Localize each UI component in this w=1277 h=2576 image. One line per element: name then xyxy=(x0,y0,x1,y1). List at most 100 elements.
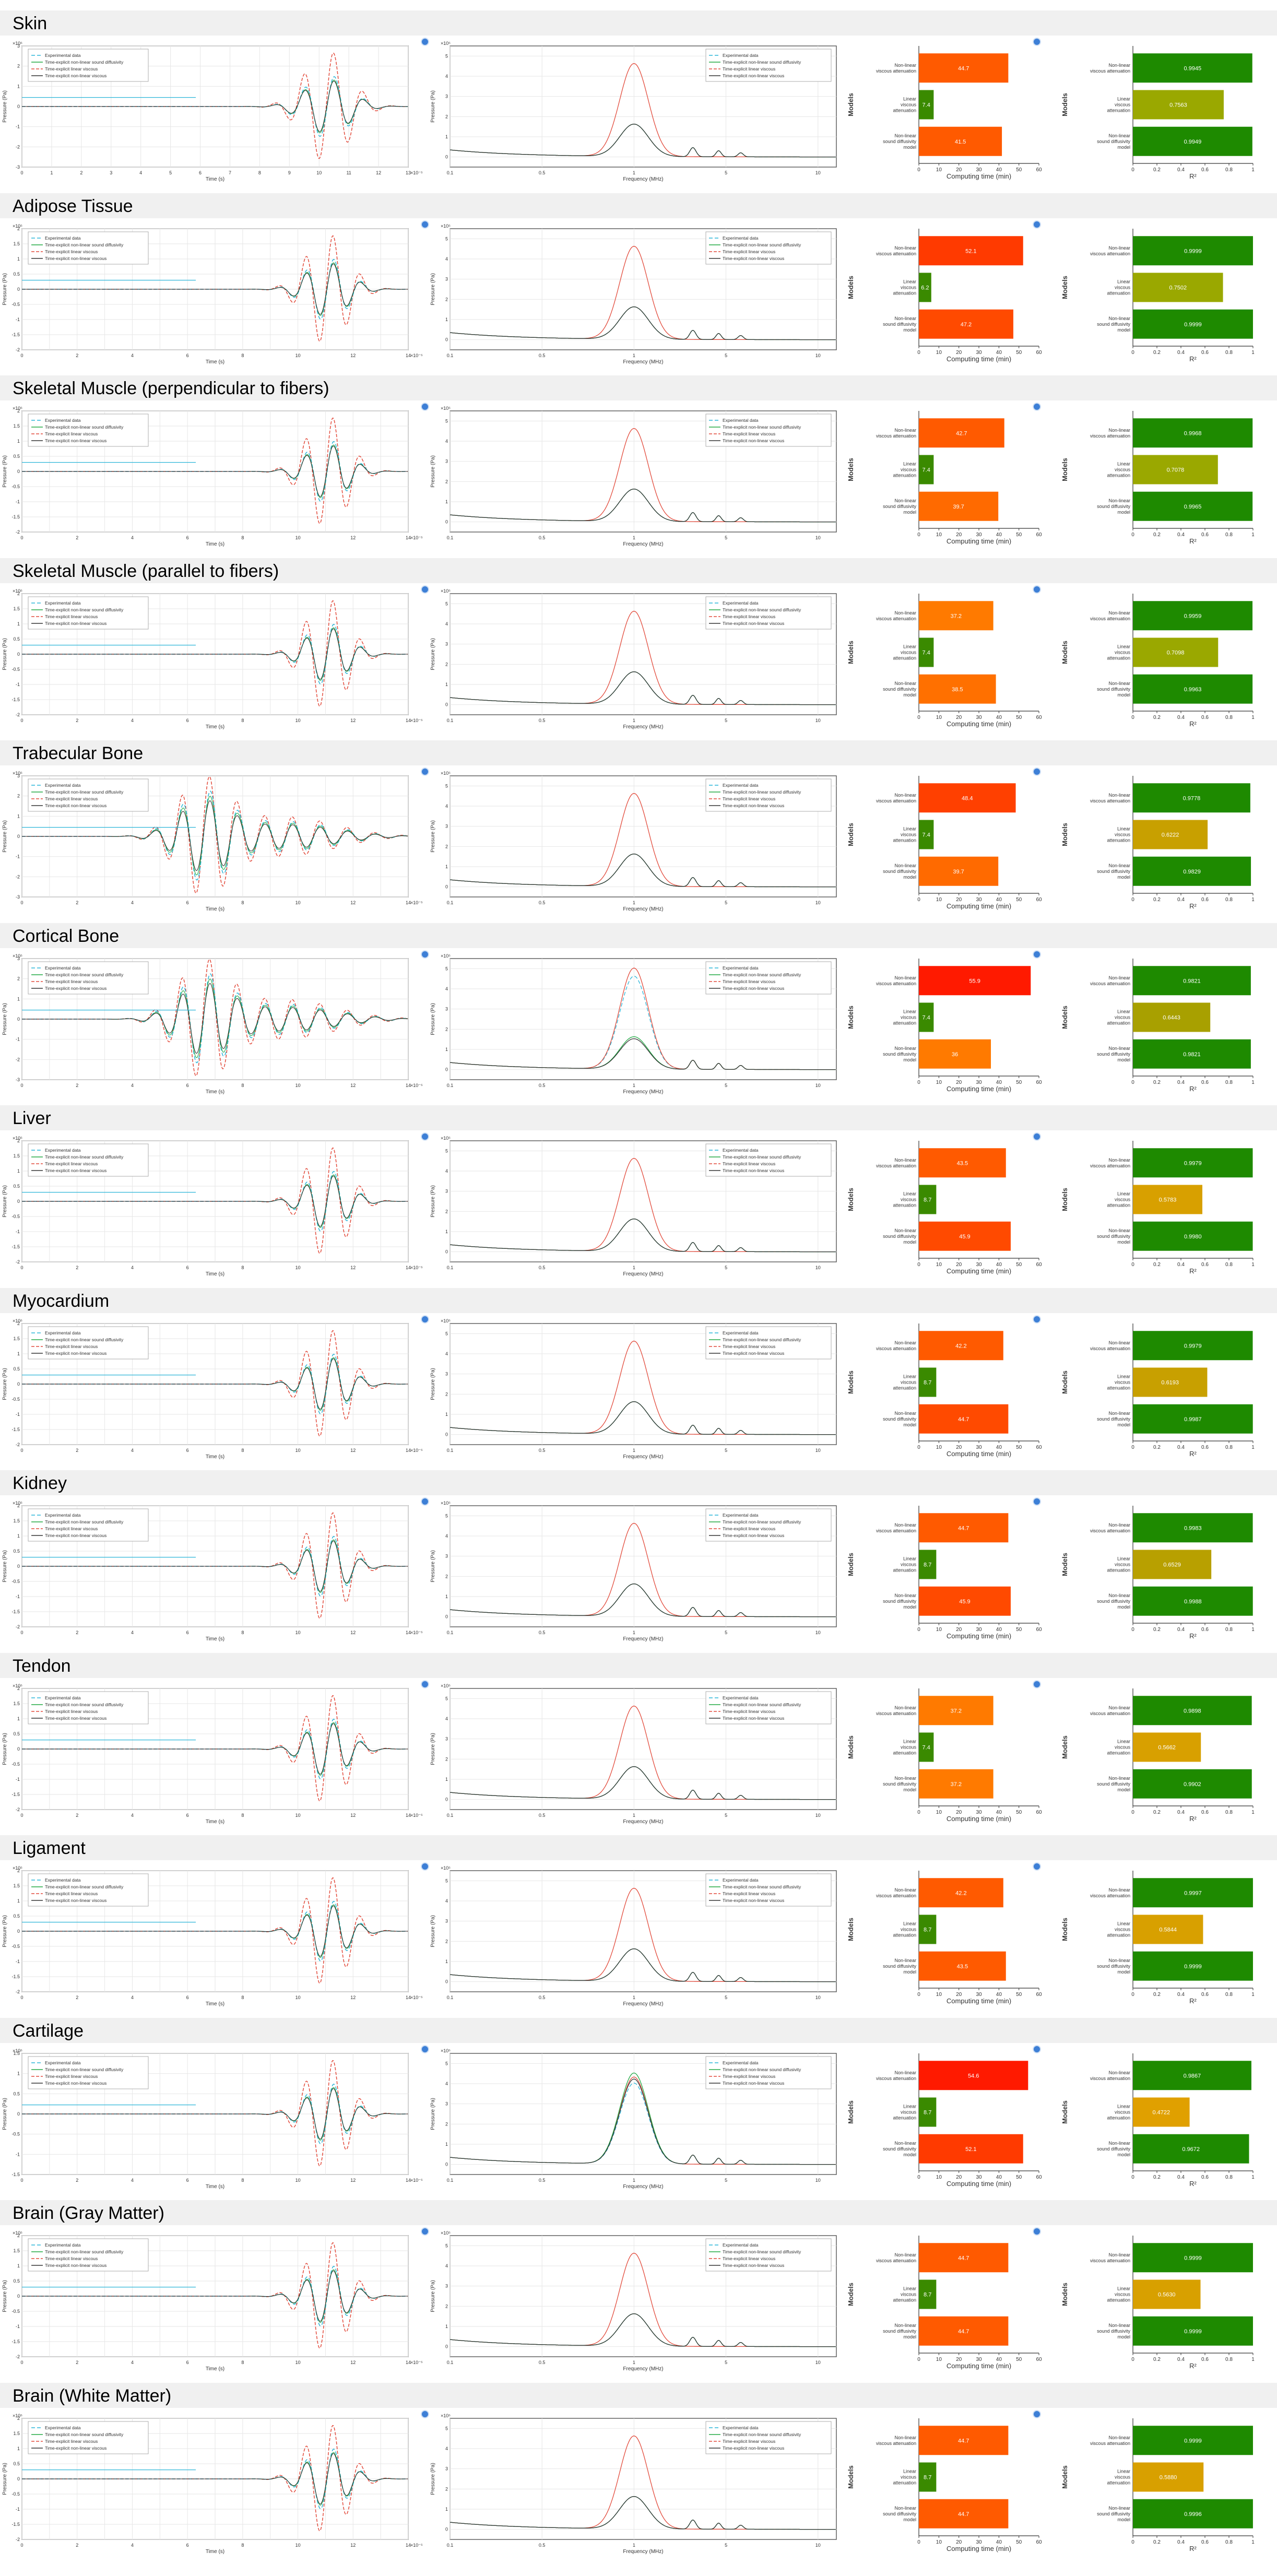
x-tick-label: 0.8 xyxy=(1225,532,1233,538)
x-tick-label: 10 xyxy=(316,170,322,175)
x-tick-label: 40 xyxy=(996,1992,1002,1998)
x-tick-label: 60 xyxy=(1036,532,1042,538)
legend-entry: Time-explicit linear viscous xyxy=(723,1526,775,1531)
model-label: sound diffusivity xyxy=(1097,321,1130,326)
model-label: Non-linear xyxy=(894,2252,916,2258)
x-tick-label: 14 xyxy=(406,718,411,723)
y-tick-label: -2 xyxy=(16,874,20,879)
computing-time-bar-chart: 0 10 20 30 40 50 60 Computing time (min) Models 5… xyxy=(847,958,1042,1093)
x-tick-label: 6 xyxy=(186,2543,189,2548)
x-tick-label: 0.4 xyxy=(1177,2175,1185,2180)
model-label: viscous xyxy=(1115,2292,1131,2297)
x-tick-label: 0.4 xyxy=(1177,532,1185,538)
model-label: Non-linear xyxy=(1108,2435,1130,2440)
x-tick-label: 6 xyxy=(186,353,189,358)
bar-value-label: 8.7 xyxy=(924,2474,931,2480)
x-tick-label: 10 xyxy=(295,353,301,358)
x-tick-label: 8 xyxy=(241,1995,244,2000)
x-tick-label: 1 xyxy=(50,170,53,175)
legend-entry: Time-explicit non-linear viscous xyxy=(45,1533,107,1538)
model-label: model xyxy=(903,145,916,150)
time-panel: 0 2 4 6 8 10 12 14 -2 -1.5 -1 -0.5 0 0.5 1 1.5 2 Time (s)… xyxy=(0,406,423,547)
y-tick-label: 0 xyxy=(17,2294,20,2299)
model-label: Non-linear xyxy=(1108,2323,1130,2328)
bar xyxy=(919,965,1031,995)
x-tick-label: 10 xyxy=(815,1995,821,2000)
y-tick-label: 0 xyxy=(445,1979,448,1984)
x-tick-label: 20 xyxy=(956,715,962,720)
tissue-title: Trabecular Bone xyxy=(13,743,144,763)
model-label: sound diffusivity xyxy=(1097,686,1130,691)
model-label: viscous xyxy=(1115,2109,1131,2114)
y-axis-label: Pressure (Pa) xyxy=(2,638,8,670)
x-tick-label: 12 xyxy=(350,1813,356,1818)
x-tick-label: 2 xyxy=(76,1265,78,1270)
bar xyxy=(919,2060,1028,2090)
bar xyxy=(919,235,1023,265)
model-label: Non-linear xyxy=(894,863,916,868)
y-tick-label: 0 xyxy=(445,1614,448,1620)
legend-entry: Time-explicit non-linear sound diffusivi… xyxy=(723,2432,801,2437)
legend-entry: Time-explicit non-linear sound diffusivi… xyxy=(723,972,801,977)
tissue-section: Myocardium 0 2 4 6 8 10 12 14 -2 -1.5 -1 -0.5 0 0.5 1 1.… xyxy=(0,1287,1277,1471)
x-tick-label: 0 xyxy=(1131,2357,1134,2362)
info-icon xyxy=(1033,1862,1041,1871)
y-axis-label: Pressure (Pa) xyxy=(2,455,8,488)
legend-entry: Time-explicit non-linear sound diffusivi… xyxy=(723,1884,801,1889)
y-axis-label: Pressure (Pa) xyxy=(430,90,436,123)
model-label: Linear xyxy=(903,1191,916,1197)
x-tick-label: 1 xyxy=(1251,167,1255,173)
y-axis-label: Models xyxy=(847,2100,855,2124)
y-tick-label: 1 xyxy=(17,1168,20,1174)
model-label: Non-linear xyxy=(894,63,916,68)
section-header-band xyxy=(0,923,1277,948)
model-label: sound diffusivity xyxy=(1097,1964,1130,1969)
x-tick-label: 0.6 xyxy=(1201,1810,1209,1815)
model-label: model xyxy=(1117,2516,1130,2522)
bar xyxy=(1133,90,1224,120)
x-tick-label: 4 xyxy=(131,1995,134,2000)
model-label: Non-linear xyxy=(894,1775,916,1780)
y-tick-label: 0.5 xyxy=(13,636,20,642)
x-tick-label: 30 xyxy=(976,532,982,538)
x-tick-label: 0 xyxy=(1131,1810,1134,1815)
x-tick-label: 10 xyxy=(295,2543,301,2548)
model-label: Linear xyxy=(903,1374,916,1379)
x-tick-label: 0.6 xyxy=(1201,167,1209,173)
model-label: Linear xyxy=(1117,644,1130,649)
computing-time-bar-chart: 0 10 20 30 40 50 60 Computing time (min) Models 5… xyxy=(847,228,1042,363)
bar-value-label: 8.7 xyxy=(924,1197,931,1203)
x-tick-label: 20 xyxy=(956,1262,962,1268)
nl-viscous-series xyxy=(450,2078,836,2165)
y-axis-label: Models xyxy=(1061,1370,1069,1394)
y-tick-label: -1 xyxy=(16,1959,20,1964)
y-axis-label: Pressure (Pa) xyxy=(430,1915,436,1947)
model-label: Linear xyxy=(1117,1191,1130,1197)
y-tick-label: 2 xyxy=(445,2486,448,2491)
y-axis-label: Pressure (Pa) xyxy=(2,2463,8,2495)
bar-value-label: 0.9999 xyxy=(1184,2329,1202,2335)
x-tick-label: 20 xyxy=(956,2357,962,2362)
x-tick-label: 60 xyxy=(1036,1262,1042,1268)
section-header-band xyxy=(0,10,1277,36)
x-tick-label: 12 xyxy=(350,1083,356,1088)
bar xyxy=(1133,2097,1190,2126)
model-label: attenuation xyxy=(1107,290,1130,296)
y-tick-label: -0.5 xyxy=(11,1214,20,1219)
legend-box xyxy=(28,1508,149,1542)
legend-entry: Time-explicit non-linear sound diffusivi… xyxy=(45,607,124,612)
y-tick-label: -2 xyxy=(16,2354,20,2359)
info-icon xyxy=(1033,767,1041,776)
y-tick-label: 4 xyxy=(445,1898,448,1904)
nl-viscous-series xyxy=(450,1219,836,1252)
model-label: Linear xyxy=(903,826,916,832)
legend-box xyxy=(28,1691,149,1724)
section-header-band xyxy=(0,375,1277,400)
r2-bar-chart: 0 0.2 0.4 0.6 0.8 1R²Models0.9999Non-linearvi… xyxy=(1061,228,1255,363)
